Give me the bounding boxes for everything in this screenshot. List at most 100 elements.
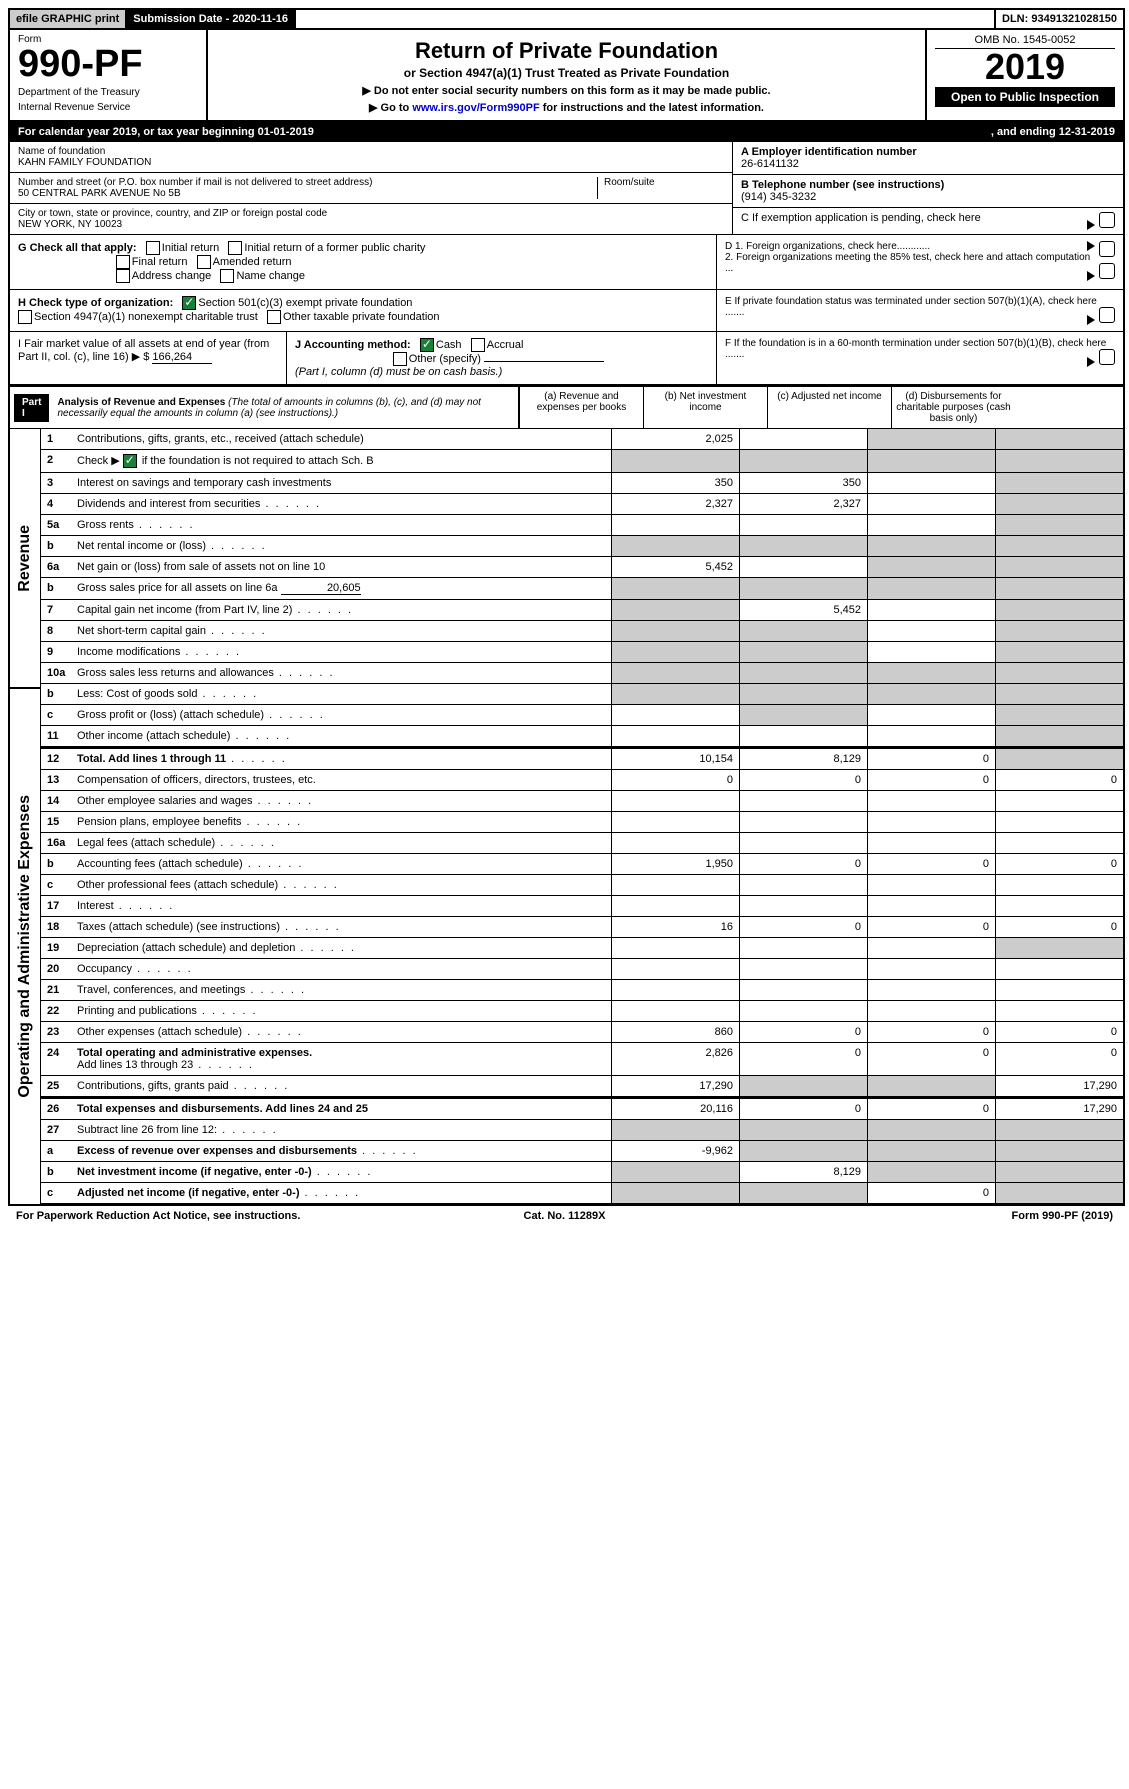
note3-text: for instructions and the latest informat… — [540, 102, 764, 114]
j-other: Other (specify) — [409, 353, 481, 365]
col-b — [739, 621, 867, 641]
arrow-icon — [1087, 271, 1095, 281]
footer-left: For Paperwork Reduction Act Notice, see … — [16, 1210, 382, 1222]
expenses-vert: Operating and Administrative Expenses — [10, 687, 40, 1204]
g-initial-former: Initial return of a former public charit… — [244, 242, 425, 254]
checkbox-schb[interactable] — [123, 454, 137, 468]
checkbox-addr-change[interactable] — [116, 269, 130, 283]
line-num: 6a — [47, 561, 77, 573]
line-desc: bNet rental income or (loss) . . . . . . — [41, 536, 611, 556]
line-cols: 5,452 — [611, 557, 1123, 577]
line-text: Travel, conferences, and meetings . . . … — [77, 984, 605, 996]
line-text: Contributions, gifts, grants paid . . . … — [77, 1080, 605, 1092]
col-d — [995, 959, 1123, 979]
col-b: 0 — [739, 1043, 867, 1075]
efile-text: efile GRAPHIC print — [16, 13, 119, 25]
col-c — [867, 938, 995, 958]
form-container: efile GRAPHIC print Submission Date - 20… — [8, 8, 1125, 1206]
line-cols — [611, 833, 1123, 853]
line-desc: 13Compensation of officers, directors, t… — [41, 770, 611, 790]
g-initial: Initial return — [162, 242, 219, 254]
line-1: 1Contributions, gifts, grants, etc., rec… — [41, 429, 1123, 450]
line-text: Depreciation (attach schedule) and deple… — [77, 942, 605, 954]
checkbox-final[interactable] — [116, 255, 130, 269]
checkbox-initial-former[interactable] — [228, 241, 242, 255]
irs-link[interactable]: www.irs.gov/Form990PF — [412, 102, 539, 114]
checkbox-4947[interactable] — [18, 310, 32, 324]
checkbox-c[interactable] — [1099, 212, 1115, 228]
checkbox-501c3[interactable] — [182, 296, 196, 310]
line-desc: 16aLegal fees (attach schedule) . . . . … — [41, 833, 611, 853]
line-text: Contributions, gifts, grants, etc., rece… — [77, 433, 605, 445]
checkbox-other-tax[interactable] — [267, 310, 281, 324]
line-num: 5a — [47, 519, 77, 531]
line-num: 8 — [47, 625, 77, 637]
line-num: 17 — [47, 900, 77, 912]
tel-cell: B Telephone number (see instructions) (9… — [733, 175, 1123, 208]
col-d-header: (d) Disbursements for charitable purpose… — [891, 387, 1015, 428]
col-c — [867, 1001, 995, 1021]
line-num: 9 — [47, 646, 77, 658]
line-desc: 19Depreciation (attach schedule) and dep… — [41, 938, 611, 958]
cal-end: , and ending 12-31-2019 — [991, 126, 1115, 138]
line-num: 25 — [47, 1080, 77, 1092]
col-b — [739, 1141, 867, 1161]
line-num: 4 — [47, 498, 77, 510]
col-d — [995, 515, 1123, 535]
col-d — [995, 557, 1123, 577]
line-text: Total expenses and disbursements. Add li… — [77, 1103, 605, 1115]
g-addr-change: Address change — [132, 270, 212, 282]
line-b: bLess: Cost of goods sold . . . . . . — [41, 684, 1123, 705]
ein-label: A Employer identification number — [741, 146, 917, 158]
col-b: 0 — [739, 770, 867, 790]
line-12: 12Total. Add lines 1 through 11 . . . . … — [41, 747, 1123, 770]
col-a: -9,962 — [611, 1141, 739, 1161]
col-b-header: (b) Net investment income — [643, 387, 767, 428]
checkbox-amended[interactable] — [197, 255, 211, 269]
line-desc: aExcess of revenue over expenses and dis… — [41, 1141, 611, 1161]
line-cols — [611, 726, 1123, 746]
note2-text: ▶ Go to — [369, 102, 412, 114]
tel-label: B Telephone number (see instructions) — [741, 179, 944, 191]
checkbox-accrual[interactable] — [471, 338, 485, 352]
checkbox-other-acct[interactable] — [393, 352, 407, 366]
line-desc: 22Printing and publications . . . . . . — [41, 1001, 611, 1021]
col-a — [611, 938, 739, 958]
col-b — [739, 1076, 867, 1096]
part1-col-headers: (a) Revenue and expenses per books (b) N… — [519, 387, 1123, 428]
checkbox-name-change[interactable] — [220, 269, 234, 283]
checkbox-d1[interactable] — [1099, 241, 1115, 257]
col-d — [995, 1001, 1123, 1021]
checkbox-cash[interactable] — [420, 338, 434, 352]
line-cols: 0 — [611, 1183, 1123, 1203]
line-desc: 26Total expenses and disbursements. Add … — [41, 1099, 611, 1119]
line-num: 20 — [47, 963, 77, 975]
line-cols — [611, 896, 1123, 916]
line-text: Gross rents . . . . . . — [77, 519, 605, 531]
col-c: 0 — [867, 749, 995, 769]
line-18: 18Taxes (attach schedule) (see instructi… — [41, 917, 1123, 938]
addr-value: 50 CENTRAL PARK AVENUE No 5B — [18, 188, 597, 199]
checkbox-initial[interactable] — [146, 241, 160, 255]
line-desc: bAccounting fees (attach schedule) . . .… — [41, 854, 611, 874]
line-desc: cOther professional fees (attach schedul… — [41, 875, 611, 895]
line-desc: 14Other employee salaries and wages . . … — [41, 791, 611, 811]
h-label: H Check type of organization: — [18, 297, 173, 309]
col-d — [995, 578, 1123, 599]
line-desc: cGross profit or (loss) (attach schedule… — [41, 705, 611, 725]
line-6a: 6aNet gain or (loss) from sale of assets… — [41, 557, 1123, 578]
col-a — [611, 1001, 739, 1021]
col-d — [995, 726, 1123, 746]
line-b: bNet rental income or (loss) . . . . . . — [41, 536, 1123, 557]
j-note: (Part I, column (d) must be on cash basi… — [295, 366, 502, 378]
checkbox-e[interactable] — [1099, 307, 1115, 323]
col-b — [739, 536, 867, 556]
e-right: E If private foundation status was termi… — [717, 290, 1123, 331]
col-c — [867, 536, 995, 556]
id-block: Name of foundation KAHN FAMILY FOUNDATIO… — [10, 142, 1123, 235]
col-c: 0 — [867, 917, 995, 937]
checkbox-f[interactable] — [1099, 349, 1115, 365]
checkbox-d2[interactable] — [1099, 263, 1115, 279]
col-b: 8,129 — [739, 749, 867, 769]
col-d: 17,290 — [995, 1076, 1123, 1096]
